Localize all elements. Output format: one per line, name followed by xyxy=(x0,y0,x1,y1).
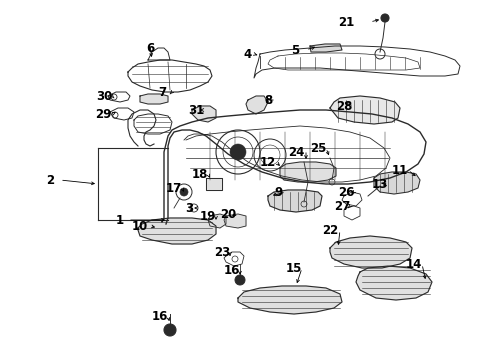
Polygon shape xyxy=(310,44,342,52)
Text: 28: 28 xyxy=(336,99,352,112)
Text: 21: 21 xyxy=(338,15,354,28)
Text: 5: 5 xyxy=(291,44,299,57)
Text: 22: 22 xyxy=(322,224,338,237)
Text: 15: 15 xyxy=(286,261,302,274)
Polygon shape xyxy=(138,218,216,244)
Text: 24: 24 xyxy=(288,145,304,158)
Text: 29: 29 xyxy=(95,108,111,121)
Text: 19: 19 xyxy=(200,210,216,222)
Text: 20: 20 xyxy=(220,207,236,220)
Circle shape xyxy=(381,14,389,22)
Polygon shape xyxy=(330,96,400,124)
Polygon shape xyxy=(140,94,168,104)
Polygon shape xyxy=(356,266,432,300)
Circle shape xyxy=(180,188,188,196)
Polygon shape xyxy=(246,96,268,114)
Circle shape xyxy=(164,324,176,336)
Text: 14: 14 xyxy=(406,257,422,270)
Text: 4: 4 xyxy=(244,48,252,60)
Text: 8: 8 xyxy=(264,94,272,107)
Text: 9: 9 xyxy=(274,185,282,198)
Text: 2: 2 xyxy=(46,174,54,186)
Text: 1: 1 xyxy=(116,213,124,226)
Text: 11: 11 xyxy=(392,163,408,176)
Circle shape xyxy=(235,275,245,285)
Text: 17: 17 xyxy=(166,181,182,194)
Text: 7: 7 xyxy=(158,85,166,99)
Text: 31: 31 xyxy=(188,104,204,117)
Text: 25: 25 xyxy=(310,141,326,154)
Polygon shape xyxy=(238,286,342,314)
Text: 6: 6 xyxy=(146,41,154,54)
Polygon shape xyxy=(268,190,322,212)
Polygon shape xyxy=(280,162,336,182)
Text: 23: 23 xyxy=(214,246,230,258)
Text: 16: 16 xyxy=(152,310,168,323)
Text: 30: 30 xyxy=(96,90,112,103)
Text: 3: 3 xyxy=(185,202,193,215)
Polygon shape xyxy=(374,172,420,194)
Text: 12: 12 xyxy=(260,156,276,168)
Text: 26: 26 xyxy=(338,185,354,198)
Polygon shape xyxy=(208,214,226,228)
Polygon shape xyxy=(192,106,216,122)
Text: 18: 18 xyxy=(192,167,208,180)
Text: 13: 13 xyxy=(372,177,388,190)
Polygon shape xyxy=(206,178,222,190)
Circle shape xyxy=(230,144,246,160)
Text: 27: 27 xyxy=(334,199,350,212)
Text: 16: 16 xyxy=(224,264,240,276)
Polygon shape xyxy=(224,214,246,228)
Text: 10: 10 xyxy=(132,220,148,233)
Polygon shape xyxy=(330,236,412,268)
